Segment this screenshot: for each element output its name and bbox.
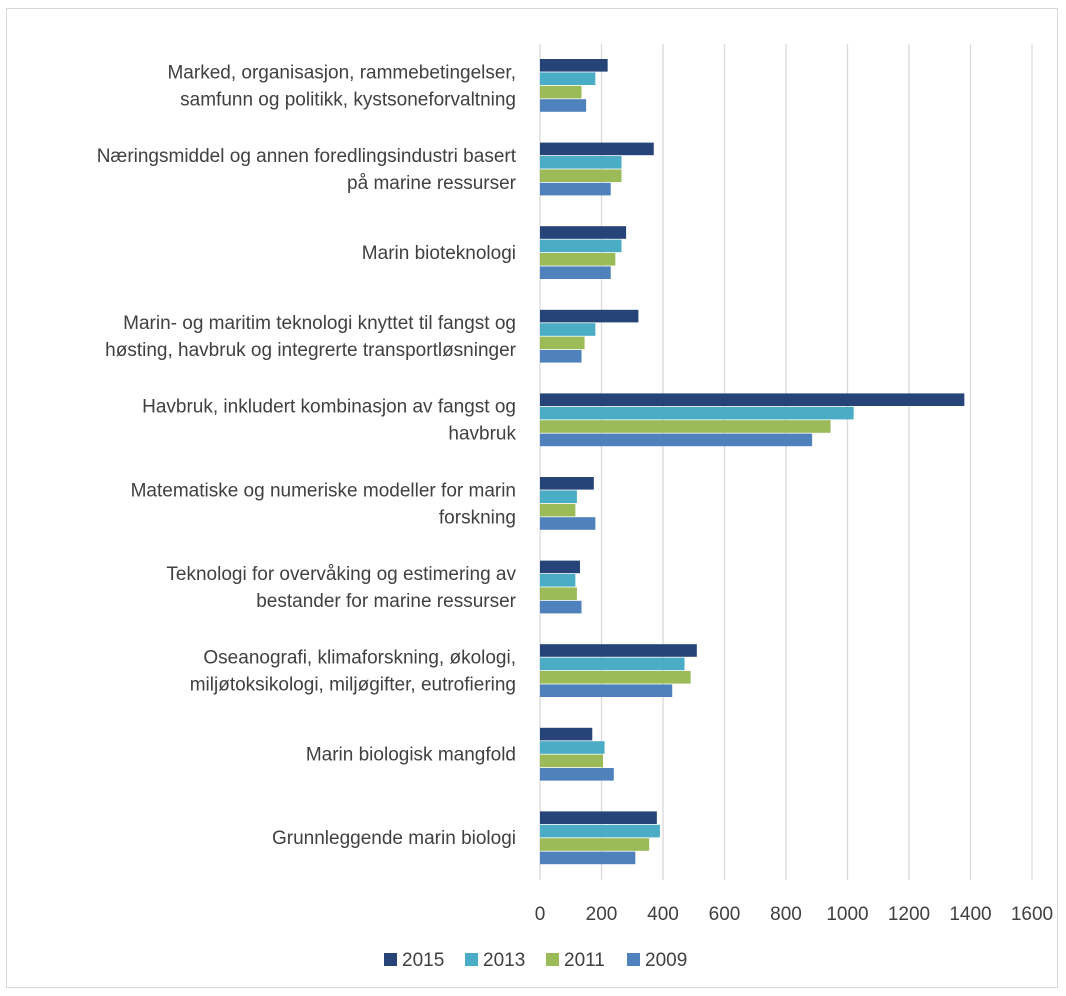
legend-swatch-2015 (384, 953, 397, 966)
legend-swatch-2011 (546, 953, 559, 966)
bar-2015-8 (540, 727, 593, 741)
legend-label-2015: 2015 (402, 950, 444, 971)
category-label-9: Grunnleggende marin biologi (272, 828, 516, 849)
bar-2009-2 (540, 266, 611, 279)
bar-2015-5 (540, 477, 594, 490)
x-tick-label-600: 600 (709, 904, 741, 925)
chart-frame (6, 8, 1058, 988)
x-tick-label-800: 800 (770, 904, 802, 925)
bar-2015-2 (540, 226, 627, 239)
x-tick-label-400: 400 (647, 904, 679, 925)
legend-swatch-2009 (627, 953, 640, 966)
legend-swatch-2013 (465, 953, 478, 966)
bars (540, 59, 965, 865)
x-tick-label-200: 200 (586, 904, 618, 925)
legend-label-2009: 2009 (645, 950, 687, 971)
bar-2009-4 (540, 433, 813, 447)
bar-2009-1 (540, 182, 611, 196)
bar-2009-7 (540, 684, 673, 697)
bar-2013-8 (540, 741, 605, 754)
bar-2013-4 (540, 406, 854, 420)
bar-2009-6 (540, 600, 582, 614)
bar-2013-7 (540, 657, 685, 671)
bar-2013-2 (540, 239, 622, 253)
category-label-1: Næringsmiddel og annen foredlingsindustr… (97, 146, 517, 194)
x-tick-label-1400: 1400 (949, 904, 991, 925)
bar-2011-0 (540, 85, 582, 99)
bar-2011-2 (540, 253, 616, 266)
x-tick-label-1000: 1000 (826, 904, 868, 925)
bar-2013-1 (540, 156, 622, 169)
bar-2011-6 (540, 587, 577, 600)
bar-2015-4 (540, 393, 965, 406)
x-tick-label-1200: 1200 (888, 904, 930, 925)
bar-2015-0 (540, 59, 608, 72)
bar-2015-1 (540, 142, 654, 156)
x-tick-labels: 0 200 400 600 800 1000 1200 1400 1600 (535, 904, 1053, 925)
x-tick-label-1600: 1600 (1011, 904, 1053, 925)
bar-2015-9 (540, 811, 657, 824)
legend: 2015 2013 2011 2009 (384, 950, 687, 971)
bar-2011-8 (540, 754, 604, 768)
category-label-3: Marin- og maritim teknologi knyttet til … (105, 313, 516, 361)
bar-2013-0 (540, 72, 596, 85)
category-labels: Marked, organisasjon, rammebetingelser, s… (97, 62, 517, 849)
bar-2011-3 (540, 336, 585, 350)
category-label-7: Oseanografi, klimaforskning, økologi, mil… (190, 648, 516, 696)
legend-label-2011: 2011 (564, 950, 605, 971)
category-label-4: Havbruk, inkludert kombinasjon av fangst… (142, 397, 516, 445)
bar-2009-3 (540, 350, 582, 363)
category-label-0: Marked, organisasjon, rammebetingelser, s… (167, 62, 516, 110)
category-label-6: Teknologi for overvåking og estimering a… (166, 564, 516, 612)
category-label-8: Marin biologisk mangfold (306, 745, 516, 766)
bar-2009-9 (540, 851, 636, 865)
category-label-2: Marin bioteknologi (362, 243, 516, 264)
bar-2013-6 (540, 574, 576, 587)
bar-2013-5 (540, 490, 577, 503)
bar-2011-7 (540, 671, 691, 684)
bar-2015-3 (540, 309, 639, 323)
bar-2009-5 (540, 517, 596, 530)
bar-2015-7 (540, 644, 697, 657)
x-tick-label-0: 0 (535, 904, 546, 925)
bar-2011-9 (540, 838, 650, 851)
bar-2009-0 (540, 99, 587, 112)
bar-2015-6 (540, 560, 580, 574)
category-label-5: Matematiske og numeriske modeller for ma… (131, 480, 516, 528)
bar-2013-9 (540, 824, 660, 838)
bar-2009-8 (540, 768, 614, 781)
bar-2011-5 (540, 503, 576, 517)
bar-2011-1 (540, 169, 622, 182)
bar-2011-4 (540, 420, 831, 433)
legend-label-2013: 2013 (483, 950, 525, 971)
bar-2013-3 (540, 323, 596, 336)
